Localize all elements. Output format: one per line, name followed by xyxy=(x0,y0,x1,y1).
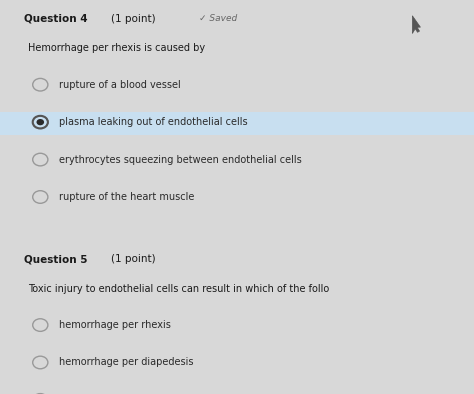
Text: erythrocytes squeezing between endothelial cells: erythrocytes squeezing between endotheli… xyxy=(59,154,302,165)
Text: Hemorrhage per rhexis is caused by: Hemorrhage per rhexis is caused by xyxy=(28,43,206,53)
Text: (1 point): (1 point) xyxy=(111,254,156,264)
Text: rupture of a blood vessel: rupture of a blood vessel xyxy=(59,80,181,90)
Text: Toxic injury to endothelial cells can result in which of the follo: Toxic injury to endothelial cells can re… xyxy=(28,284,330,294)
Text: hemorrhage per rhexis: hemorrhage per rhexis xyxy=(59,320,171,330)
Text: plasma leaking out of endothelial cells: plasma leaking out of endothelial cells xyxy=(59,117,248,127)
Text: (1 point): (1 point) xyxy=(111,14,156,24)
Text: Question 4: Question 4 xyxy=(24,14,87,24)
FancyBboxPatch shape xyxy=(0,112,474,135)
Text: Question 5: Question 5 xyxy=(24,254,87,264)
Text: hemorrhage per diapedesis: hemorrhage per diapedesis xyxy=(59,357,194,368)
Polygon shape xyxy=(412,16,420,33)
Circle shape xyxy=(36,119,44,125)
Text: ✓ Saved: ✓ Saved xyxy=(199,14,237,23)
Text: rupture of the heart muscle: rupture of the heart muscle xyxy=(59,192,195,202)
